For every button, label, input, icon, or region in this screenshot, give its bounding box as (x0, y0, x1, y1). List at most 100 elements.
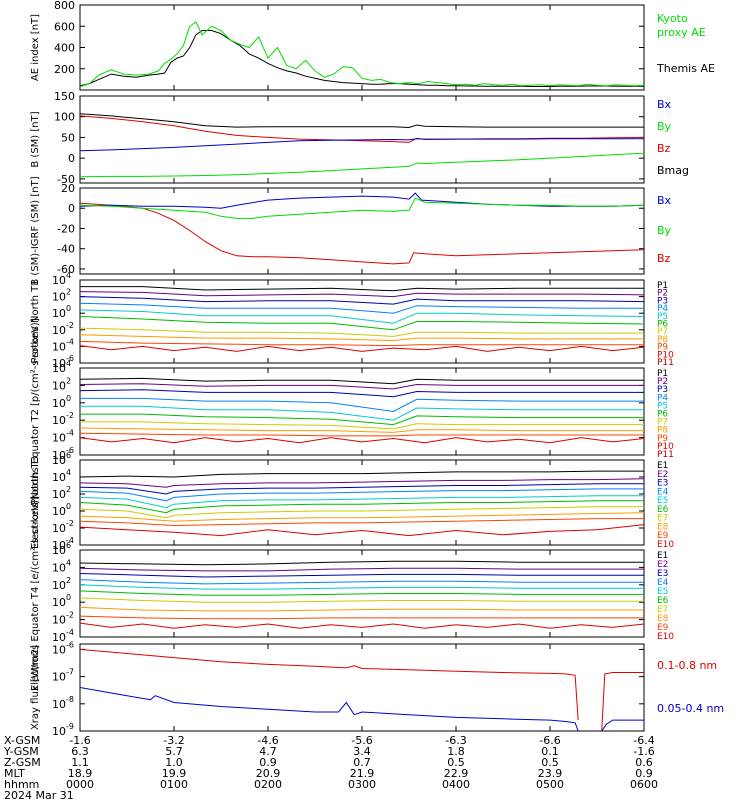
legend-p8: P8 (657, 335, 668, 345)
panel-bsm: -50 0 50 100 150 B (SM) [nT] Bx By Bz Bmag (30, 90, 689, 186)
legend-p11: P11 (657, 358, 674, 368)
panel-frame (79, 187, 645, 275)
legend-e1: E1 (657, 461, 668, 471)
legend-e3: E3 (657, 569, 668, 579)
legend-e4: E4 (657, 578, 669, 588)
legend-p10: P10 (657, 350, 674, 360)
ephemeris-value: 0.6 (635, 756, 653, 769)
y-tick-exponent: 0 (66, 394, 71, 403)
ephemeris-label: X-GSM (4, 734, 40, 747)
legend-by: By (657, 224, 672, 237)
ephemeris-value: -5.6 (351, 734, 372, 747)
legend-e5: E5 (657, 587, 668, 597)
ephemeris-value: 21.9 (350, 767, 375, 780)
ephemeris-value: 1.0 (165, 756, 183, 769)
y-tick-exponent: 2 (66, 288, 71, 297)
legend-e7: E7 (657, 514, 668, 524)
ephemeris-value: 0500 (536, 778, 564, 791)
y-tick-label: 10 (52, 698, 66, 711)
series-e2 (80, 567, 644, 572)
legend-p3: P3 (657, 385, 668, 395)
legend-bz: Bz (657, 142, 671, 155)
ephemeris-value: -1.6 (633, 745, 654, 758)
y-tick-label: 10 (52, 324, 66, 337)
y-tick-exponent: -4 (66, 337, 74, 346)
legend-e2: E2 (657, 470, 668, 480)
ephemeris-value: -3.2 (163, 734, 184, 747)
y-tick-exponent: -2 (66, 321, 74, 330)
y-tick-exponent: -6 (66, 354, 74, 363)
ephemeris-value: 3.4 (353, 745, 371, 758)
y-tick-label: 10 (52, 307, 66, 320)
ephemeris-value: 20.9 (256, 767, 281, 780)
legend-e5: E5 (657, 496, 668, 506)
series-e10 (80, 524, 644, 537)
y-tick-label: 10 (52, 379, 66, 392)
y-tick-label: 10 (52, 274, 66, 287)
series-p6 (80, 316, 644, 331)
y-tick-label: 10 (52, 544, 66, 557)
y-tick-exponent: 4 (66, 468, 71, 477)
legend-p1: P1 (657, 369, 668, 379)
y-tick-label: 10 (52, 357, 66, 370)
y-tick-label: 10 (52, 291, 66, 304)
legend-e7: E7 (657, 605, 668, 615)
series-e8 (80, 606, 644, 612)
y-tick-label: -50 (57, 173, 75, 186)
ephemeris-value: 23.9 (538, 767, 563, 780)
series-e5 (80, 584, 644, 590)
legend-e6: E6 (657, 505, 669, 515)
legend-0-05-0-4-nm: 0.05-0.4 nm (657, 702, 724, 715)
y-tick-label: -60 (57, 263, 75, 276)
y-axis-label: Xray flux [W/m2] (30, 645, 41, 730)
ephemeris-label: Y-GSM (3, 745, 39, 758)
ephemeris-value: 6.3 (71, 745, 89, 758)
y-tick-exponent: -7 (66, 668, 74, 677)
y-tick-exponent: -4 (66, 628, 74, 637)
y-tick-label: 10 (52, 471, 66, 484)
y-axis-label: B (SM)-IGRF (SM) [nT] (30, 176, 41, 285)
series-0-1-0-8-nm (601, 672, 644, 731)
series-bmag (80, 113, 644, 129)
series-p8 (80, 427, 644, 433)
series-e8 (80, 512, 644, 522)
legend-e10: E10 (657, 632, 674, 642)
legend-e3: E3 (657, 479, 668, 489)
ephemeris-value: 0.5 (447, 756, 465, 769)
legend-e4: E4 (657, 487, 669, 497)
legend-e2: E2 (657, 560, 668, 570)
series-p1 (80, 286, 644, 292)
ephemeris-value: 1.1 (71, 756, 89, 769)
legend-e9: E9 (657, 623, 669, 633)
ephemeris-value: 0200 (254, 778, 282, 791)
legend-themis-ae: Themis AE (656, 62, 715, 75)
series-p2 (80, 383, 644, 390)
y-tick-exponent: -2 (66, 519, 74, 528)
y-tick-label: 20 (61, 182, 75, 195)
ephemeris-label: hhmm (4, 778, 39, 791)
series-e7 (80, 506, 644, 519)
ephemeris-value: 0300 (348, 778, 376, 791)
series-0-05-0-4-nm (601, 719, 644, 731)
series-e6 (80, 590, 644, 596)
ephemeris-value: 0600 (630, 778, 658, 791)
legend-bx: Bx (657, 194, 672, 207)
ephemeris-value: 19.9 (162, 767, 187, 780)
legend-p6: P6 (657, 320, 668, 330)
y-tick-exponent: 6 (66, 541, 71, 550)
series-themis-ae (80, 30, 644, 87)
legend-e8: E8 (657, 614, 669, 624)
y-tick-label: 100 (54, 111, 75, 124)
y-tick-exponent: 4 (66, 271, 71, 280)
series-p6 (80, 413, 644, 426)
ephemeris-value: -6.4 (633, 734, 654, 747)
legend-p6: P6 (657, 410, 668, 420)
legend-p5: P5 (657, 401, 668, 411)
y-axis-label: B (SM) [nT] (30, 111, 41, 167)
legend-bmag: Bmag (657, 164, 689, 177)
series-e2 (80, 478, 644, 488)
y-tick-exponent: -4 (66, 429, 74, 438)
ephemeris-value: 1.8 (447, 745, 465, 758)
